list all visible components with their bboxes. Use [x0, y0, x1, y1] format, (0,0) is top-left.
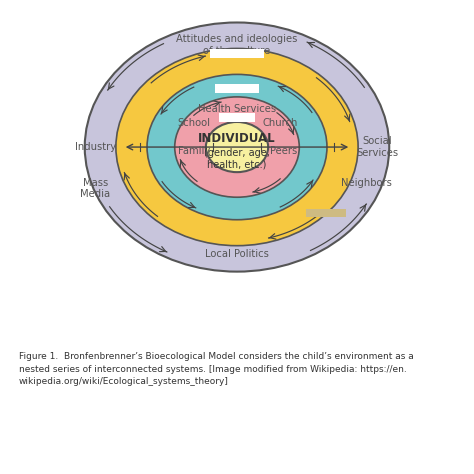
Ellipse shape [206, 122, 268, 172]
Bar [210, 49, 264, 58]
Text: Local Politics: Local Politics [205, 249, 269, 259]
Ellipse shape [85, 22, 389, 272]
Text: INDIVIDUAL: INDIVIDUAL [198, 132, 276, 145]
Text: Health Services: Health Services [198, 104, 276, 114]
Text: Peers: Peers [270, 146, 297, 155]
Text: Social
Services: Social Services [356, 136, 398, 158]
Ellipse shape [116, 48, 358, 246]
Text: Church: Church [263, 118, 298, 128]
Ellipse shape [175, 97, 299, 197]
Bar [215, 84, 259, 92]
Bar [219, 113, 255, 122]
Text: Attitudes and ideologies
of the culture: Attitudes and ideologies of the culture [176, 34, 298, 56]
Text: Industry: Industry [74, 142, 116, 152]
Text: School: School [177, 118, 210, 128]
Text: Neighbors: Neighbors [341, 178, 392, 188]
Bar [306, 210, 346, 217]
Text: (gender, age,
health, etc.): (gender, age, health, etc.) [204, 148, 270, 170]
Text: Family: Family [178, 146, 210, 155]
Text: Mass
Media: Mass Media [80, 178, 110, 200]
Text: Figure 1.  Bronfenbrenner’s Bioecological Model considers the child’s environmen: Figure 1. Bronfenbrenner’s Bioecological… [19, 353, 414, 386]
Ellipse shape [147, 74, 327, 220]
